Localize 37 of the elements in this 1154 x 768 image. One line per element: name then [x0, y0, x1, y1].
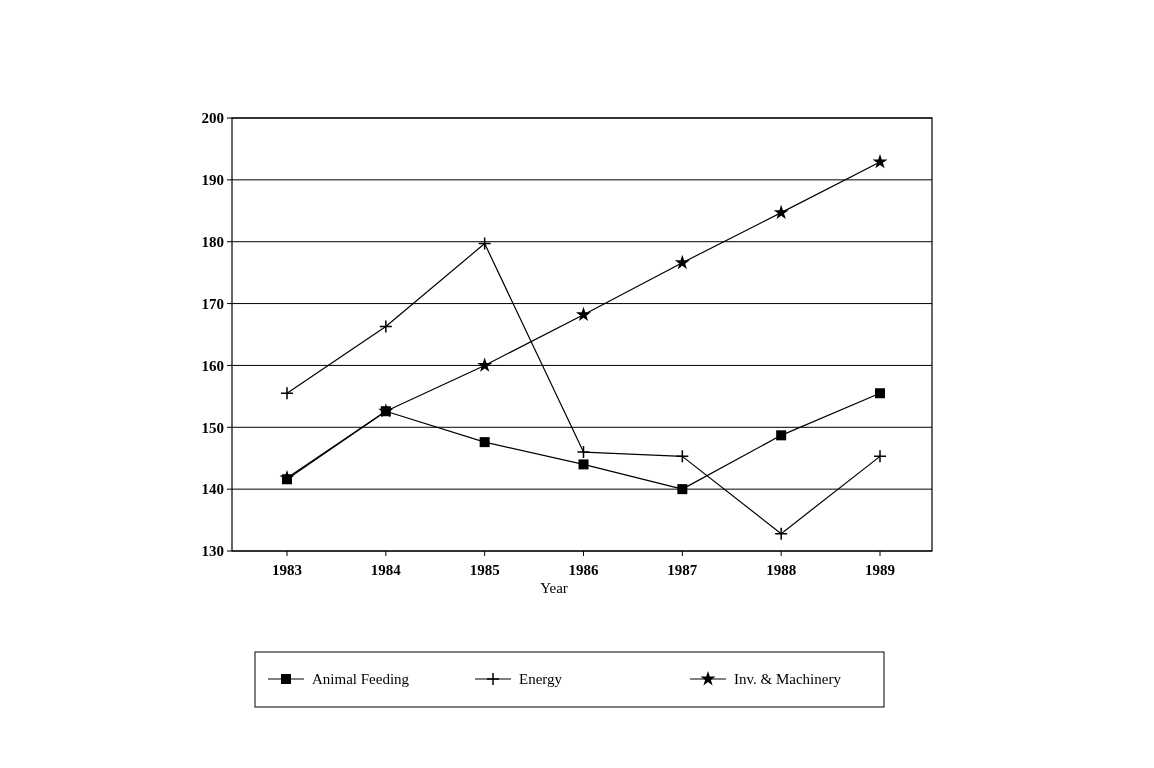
point [279, 470, 295, 485]
y-tick-label: 170 [201, 295, 224, 312]
point [477, 236, 492, 251]
point [774, 526, 788, 541]
point [675, 449, 690, 464]
point [872, 154, 888, 169]
point [479, 437, 490, 448]
point [776, 430, 787, 441]
point [773, 204, 789, 220]
legend-label: Inv. & Machinery [734, 671, 842, 688]
x-tick-label: 1988 [766, 562, 797, 578]
x-axis-title: Year [540, 580, 568, 596]
point [677, 484, 688, 495]
y-tick-label: 180 [201, 233, 224, 250]
x-tick-label: 1986 [568, 562, 599, 578]
x-tick-label: 1987 [667, 562, 698, 578]
point [875, 388, 885, 399]
point [575, 306, 592, 322]
y-tick-label: 140 [201, 481, 224, 498]
y-tick-label: 160 [201, 357, 224, 374]
x-tick-label: 1984 [370, 562, 402, 578]
y-tick-label: 150 [201, 419, 224, 436]
point [576, 445, 591, 459]
y-tick-label: 200 [201, 110, 224, 127]
legend-label: Animal Feeding [312, 671, 410, 688]
point [578, 459, 589, 470]
point [379, 319, 393, 334]
legend-label: Energy [519, 671, 563, 688]
point [477, 357, 493, 372]
x-tick-label: 1989 [865, 562, 895, 578]
y-tick-label: 190 [201, 172, 224, 189]
point [873, 449, 887, 464]
x-tick-label: 1983 [272, 562, 302, 578]
point [280, 386, 294, 401]
x-tick-label: 1985 [469, 562, 500, 578]
point [674, 254, 690, 270]
y-tick-label: 130 [201, 543, 224, 560]
